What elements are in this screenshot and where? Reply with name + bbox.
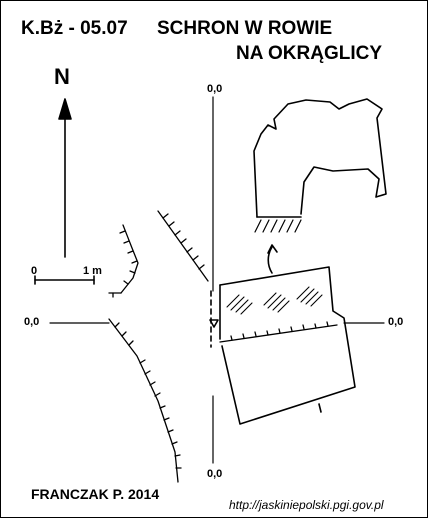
scale-bar — [34, 275, 95, 285]
datum-lines — [49, 96, 385, 464]
cave-code: K.Bż - 05.07 — [21, 18, 128, 39]
scale-start-label: 0 — [31, 265, 38, 277]
scale-end-label: 1 m — [83, 265, 102, 277]
cave-name-line-1: SCHRON W ROWIE — [157, 18, 333, 39]
entrance-drip-hatch — [254, 219, 302, 233]
upper-outline — [253, 98, 387, 218]
datum-label-right: 0,0 — [388, 316, 404, 328]
shelter-drip-line — [219, 321, 338, 343]
shelter-outline — [210, 266, 356, 425]
author-credit: FRANCZAK P. 2014 — [31, 486, 160, 502]
datum-label-top: 0,0 — [207, 83, 223, 95]
datum-label-bottom: 0,0 — [207, 468, 223, 480]
cave-name-line-2: NA OKRĄGLICY — [236, 43, 383, 64]
direction-arrow-icon — [267, 244, 278, 274]
datum-label-left: 0,0 — [24, 316, 40, 328]
rock-debris-hatch — [226, 286, 323, 315]
north-arrow-icon — [58, 98, 72, 258]
ditch-wall-upper — [108, 210, 209, 298]
ditch-wall-lower — [108, 318, 182, 483]
survey-station-icon — [209, 319, 219, 328]
source-url: http://jaskiniepolski.pgi.gov.pl — [229, 498, 384, 512]
north-label: N — [54, 64, 70, 89]
